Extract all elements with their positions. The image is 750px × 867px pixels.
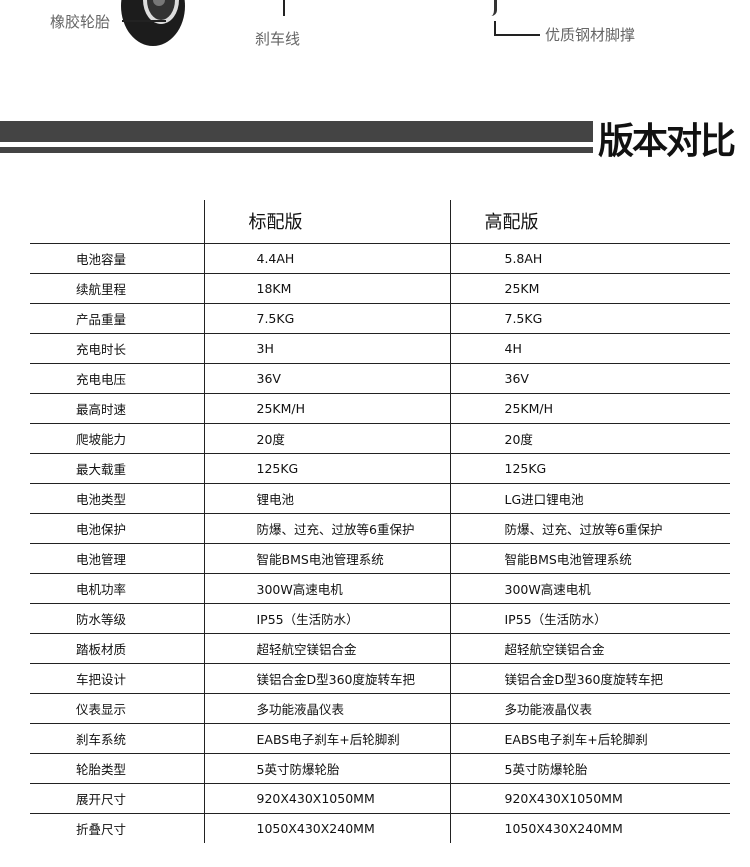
premium-value: 智能BMS电池管理系统	[450, 543, 730, 574]
table-row: 仪表显示 多功能液晶仪表 多功能液晶仪表	[30, 693, 730, 724]
premium-value: 5英寸防爆轮胎	[450, 753, 730, 784]
table-row: 最大载重 125KG 125KG	[30, 453, 730, 484]
premium-value: 125KG	[450, 453, 730, 484]
standard-value: 防爆、过充、过放等6重保护	[204, 513, 451, 544]
premium-value: 25KM	[450, 273, 730, 304]
spec-name: 爬坡能力	[30, 423, 205, 454]
callout-line-tire	[122, 20, 166, 22]
header-spec	[30, 200, 205, 244]
header-premium: 高配版	[450, 200, 730, 244]
premium-value: 7.5KG	[450, 303, 730, 334]
table-row: 车把设计 镁铝合金D型360度旋转车把 镁铝合金D型360度旋转车把	[30, 663, 730, 694]
standard-value: 4.4AH	[204, 243, 451, 274]
premium-value: 300W高速电机	[450, 573, 730, 604]
standard-value: 智能BMS电池管理系统	[204, 543, 451, 574]
spec-name: 产品重量	[30, 303, 205, 334]
callout-kickstand: 优质钢材脚撑	[545, 26, 636, 44]
standard-value: 锂电池	[204, 483, 451, 514]
standard-value: 18KM	[204, 273, 451, 304]
standard-value: 20度	[204, 423, 451, 454]
standard-value: 镁铝合金D型360度旋转车把	[204, 663, 451, 694]
table-row: 电机功率 300W高速电机 300W高速电机	[30, 573, 730, 604]
standard-value: 125KG	[204, 453, 451, 484]
header-standard: 标配版	[204, 200, 451, 244]
premium-value: 25KM/H	[450, 393, 730, 424]
product-image-wheel	[115, 0, 195, 48]
table-row: 防水等级 IP55（生活防水） IP55（生活防水）	[30, 603, 730, 634]
section-banner-bar	[0, 121, 593, 142]
standard-value: 多功能液晶仪表	[204, 693, 451, 724]
table-row: 刹车系统 EABS电子刹车+后轮脚刹 EABS电子刹车+后轮脚刹	[30, 723, 730, 754]
spec-name: 展开尺寸	[30, 783, 205, 814]
standard-value: EABS电子刹车+后轮脚刹	[204, 723, 451, 754]
table-row: 展开尺寸 920X430X1050MM 920X430X1050MM	[30, 783, 730, 814]
product-image-kickstand	[488, 0, 497, 16]
premium-value: 镁铝合金D型360度旋转车把	[450, 663, 730, 694]
spec-name: 最大载重	[30, 453, 205, 484]
section-banner-bar-thin	[0, 147, 593, 153]
spec-name: 电池容量	[30, 243, 205, 274]
table-row: 电池管理 智能BMS电池管理系统 智能BMS电池管理系统	[30, 543, 730, 574]
spec-name: 电池管理	[30, 543, 205, 574]
table-row: 产品重量 7.5KG 7.5KG	[30, 303, 730, 334]
callout-line-kickstand-v	[494, 21, 496, 36]
spec-name: 刹车系统	[30, 723, 205, 754]
premium-value: EABS电子刹车+后轮脚刹	[450, 723, 730, 754]
spec-name: 电池保护	[30, 513, 205, 544]
spec-name: 续航里程	[30, 273, 205, 304]
spec-name: 最高时速	[30, 393, 205, 424]
premium-value: 36V	[450, 363, 730, 394]
spec-name: 踏板材质	[30, 633, 205, 664]
spec-name: 电机功率	[30, 573, 205, 604]
standard-value: 920X430X1050MM	[204, 783, 451, 814]
premium-value: 4H	[450, 333, 730, 364]
callout-line-kickstand-h	[494, 34, 540, 36]
callout-tire: 橡胶轮胎	[50, 13, 111, 31]
table-row: 充电电压 36V 36V	[30, 363, 730, 394]
standard-value: 超轻航空镁铝合金	[204, 633, 451, 664]
spec-name: 仪表显示	[30, 693, 205, 724]
table-row: 充电时长 3H 4H	[30, 333, 730, 364]
standard-value: 25KM/H	[204, 393, 451, 424]
table-header-row: 标配版 高配版	[30, 200, 730, 244]
section-title: 版本对比	[598, 121, 736, 162]
table-row: 踏板材质 超轻航空镁铝合金 超轻航空镁铝合金	[30, 633, 730, 664]
standard-value: IP55（生活防水）	[204, 603, 451, 634]
table-row: 电池保护 防爆、过充、过放等6重保护 防爆、过充、过放等6重保护	[30, 513, 730, 544]
premium-value: 920X430X1050MM	[450, 783, 730, 814]
spec-name: 折叠尺寸	[30, 813, 205, 843]
premium-value: 防爆、过充、过放等6重保护	[450, 513, 730, 544]
comparison-table: 标配版 高配版 电池容量 4.4AH 5.8AH 续航里程 18KM 25KM 产品重量 7.…	[30, 200, 730, 843]
table-row: 爬坡能力 20度 20度	[30, 423, 730, 454]
spec-name: 充电时长	[30, 333, 205, 364]
spec-name: 轮胎类型	[30, 753, 205, 784]
table-row: 电池类型 锂电池 LG进口锂电池	[30, 483, 730, 514]
standard-value: 3H	[204, 333, 451, 364]
spec-name: 车把设计	[30, 663, 205, 694]
spec-name: 充电电压	[30, 363, 205, 394]
standard-value: 7.5KG	[204, 303, 451, 334]
table-row: 电池容量 4.4AH 5.8AH	[30, 243, 730, 274]
table-row: 最高时速 25KM/H 25KM/H	[30, 393, 730, 424]
standard-value: 5英寸防爆轮胎	[204, 753, 451, 784]
premium-value: IP55（生活防水）	[450, 603, 730, 634]
standard-value: 1050X430X240MM	[204, 813, 451, 843]
spec-name: 电池类型	[30, 483, 205, 514]
premium-value: 超轻航空镁铝合金	[450, 633, 730, 664]
premium-value: 多功能液晶仪表	[450, 693, 730, 724]
callout-brake-cable: 刹车线	[255, 30, 301, 48]
table-row: 折叠尺寸 1050X430X240MM 1050X430X240MM	[30, 813, 730, 843]
premium-value: 20度	[450, 423, 730, 454]
spec-name: 防水等级	[30, 603, 205, 634]
callout-line-brake	[283, 0, 285, 16]
premium-value: 5.8AH	[450, 243, 730, 274]
premium-value: LG进口锂电池	[450, 483, 730, 514]
table-row: 轮胎类型 5英寸防爆轮胎 5英寸防爆轮胎	[30, 753, 730, 784]
standard-value: 300W高速电机	[204, 573, 451, 604]
standard-value: 36V	[204, 363, 451, 394]
table-row: 续航里程 18KM 25KM	[30, 273, 730, 304]
premium-value: 1050X430X240MM	[504, 820, 623, 836]
